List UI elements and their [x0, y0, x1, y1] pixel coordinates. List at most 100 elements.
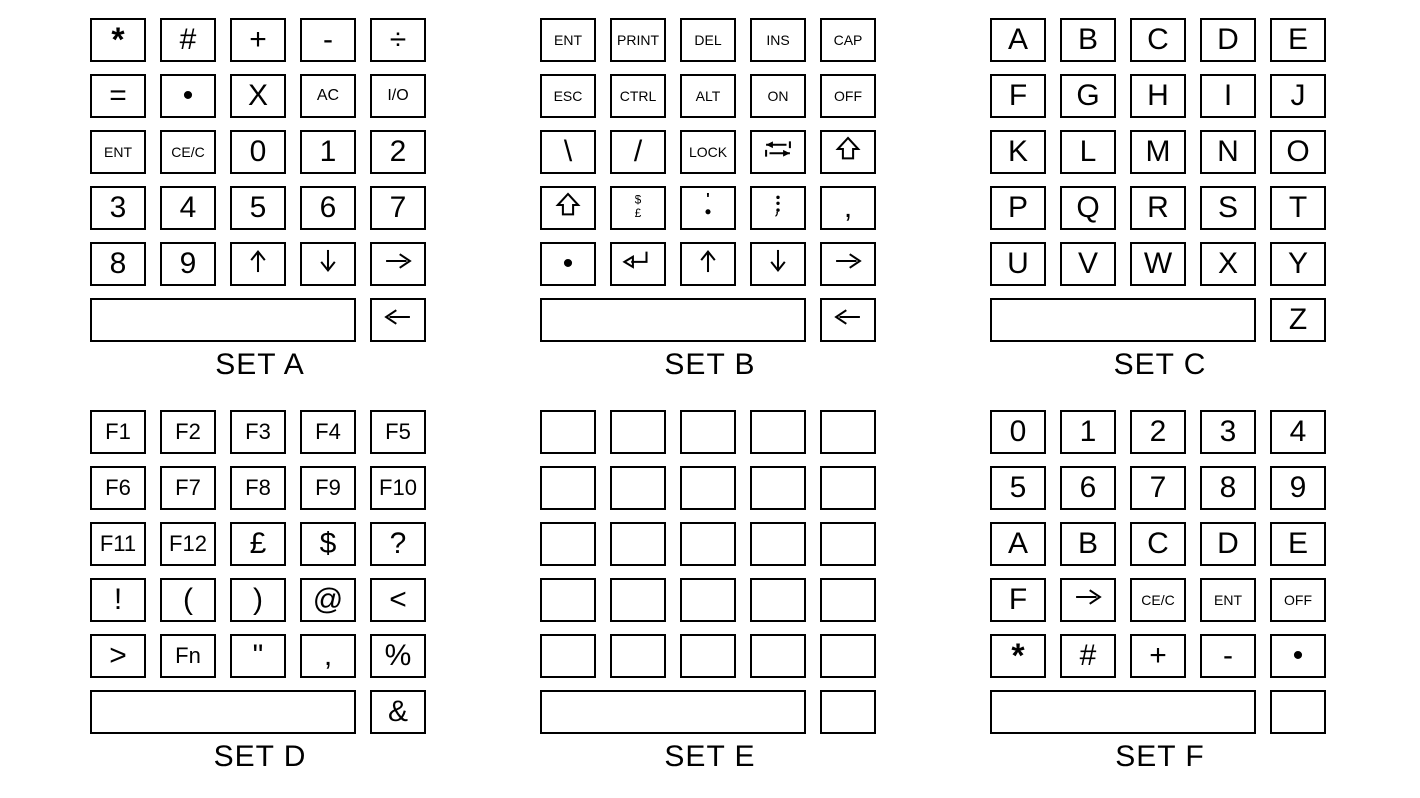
key-\: \ — [540, 130, 596, 174]
key-label: A — [1008, 25, 1028, 55]
key-label: F — [1009, 585, 1027, 615]
key-F2: F2 — [160, 410, 216, 454]
key-S: S — [1200, 186, 1256, 230]
set-label: SET C — [990, 348, 1330, 382]
svg-text:£: £ — [635, 206, 642, 220]
colon-semicolon-key — [750, 186, 806, 230]
key-label: K — [1008, 137, 1028, 167]
tab-key — [750, 130, 806, 174]
key-label: F1 — [105, 421, 131, 443]
key-label: CTRL — [620, 89, 657, 103]
key-grid: *#+-÷=•XACI/OENTCE/C0123456789 — [90, 18, 430, 286]
svg-text:': ' — [706, 191, 710, 208]
key-!: ! — [90, 578, 146, 622]
key-X: X — [1200, 242, 1256, 286]
key-label: \ — [564, 137, 572, 167]
key-label: 4 — [1290, 417, 1307, 447]
arrow-down-icon — [761, 246, 795, 282]
key-6: 6 — [1060, 466, 1116, 510]
key-label: R — [1147, 193, 1169, 223]
key-?: ? — [370, 522, 426, 566]
key-AC: AC — [300, 74, 356, 118]
key-label: I — [1224, 81, 1232, 111]
key-label: F3 — [245, 421, 271, 443]
key-<: < — [370, 578, 426, 622]
quote-dot-icon: ' — [691, 190, 725, 226]
key-label: 4 — [180, 193, 197, 223]
key-label: ENT — [104, 145, 132, 159]
bottom-row — [540, 690, 880, 734]
key-label: + — [249, 25, 267, 55]
key-6: 6 — [300, 186, 356, 230]
key-label: O — [1286, 137, 1309, 167]
key-blank — [540, 466, 596, 510]
key-blank — [1270, 690, 1326, 734]
key-N: N — [1200, 130, 1256, 174]
set-label: SET D — [90, 740, 430, 774]
key-): ) — [230, 578, 286, 622]
key-label: @ — [313, 585, 343, 615]
key-÷: ÷ — [370, 18, 426, 62]
key-label: • — [183, 81, 194, 111]
key-blank — [680, 410, 736, 454]
key-F8: F8 — [230, 466, 286, 510]
key-$: $ — [300, 522, 356, 566]
key-blank — [540, 578, 596, 622]
key-label: F10 — [379, 477, 417, 499]
arrow-up-icon — [691, 246, 725, 282]
key--: - — [1200, 634, 1256, 678]
keycap-set-b: ENTPRINTDELINSCAPESCCTRLALTONOFF\/LOCK $… — [540, 18, 880, 382]
key-5: 5 — [990, 466, 1046, 510]
key-label: $ — [320, 529, 337, 559]
shift-outline-key — [540, 186, 596, 230]
key-label: W — [1144, 249, 1172, 279]
key-blank — [820, 690, 876, 734]
key-label: F — [1009, 81, 1027, 111]
key->: > — [90, 634, 146, 678]
bottom-row — [540, 298, 880, 342]
key-CE/C: CE/C — [160, 130, 216, 174]
key-label: E — [1288, 25, 1308, 55]
keycap-sets-container: *#+-÷=•XACI/OENTCE/C0123456789SET AENTPR… — [90, 18, 1330, 774]
key-T: T — [1270, 186, 1326, 230]
key-8: 8 — [90, 242, 146, 286]
key-blank — [680, 634, 736, 678]
key-label: ALT — [696, 89, 721, 103]
key-+: + — [1130, 634, 1186, 678]
key-label: F11 — [100, 533, 136, 555]
dollar-pound-icon: $ £ — [621, 190, 655, 226]
key-7: 7 — [370, 186, 426, 230]
key-LOCK: LOCK — [680, 130, 736, 174]
key-label: + — [1149, 641, 1167, 671]
key-label: 0 — [250, 137, 267, 167]
key-U: U — [990, 242, 1046, 286]
key-blank — [610, 578, 666, 622]
key-label: 6 — [320, 193, 337, 223]
key-(: ( — [160, 578, 216, 622]
key-0: 0 — [230, 130, 286, 174]
key-W: W — [1130, 242, 1186, 286]
key-label: J — [1291, 81, 1306, 111]
key-label: H — [1147, 81, 1169, 111]
key-X: X — [230, 74, 286, 118]
arrow-right-key — [820, 242, 876, 286]
key-J: J — [1270, 74, 1326, 118]
spacebar-key — [90, 690, 356, 734]
key-F3: F3 — [230, 410, 286, 454]
key-label: , — [844, 193, 852, 223]
key-label: U — [1007, 249, 1029, 279]
key-blank — [540, 522, 596, 566]
arrow-down-key — [750, 242, 806, 286]
key-grid: ENTPRINTDELINSCAPESCCTRLALTONOFF\/LOCK $… — [540, 18, 880, 286]
key-1: 1 — [300, 130, 356, 174]
key-label: X — [248, 81, 268, 111]
key-•: • — [540, 242, 596, 286]
key-E: E — [1270, 522, 1326, 566]
set-label: SET B — [540, 348, 880, 382]
key-blank — [820, 522, 876, 566]
key-label: V — [1078, 249, 1098, 279]
bottom-row — [90, 298, 430, 342]
key-F: F — [990, 74, 1046, 118]
key-label: CAP — [834, 33, 863, 47]
key-F7: F7 — [160, 466, 216, 510]
